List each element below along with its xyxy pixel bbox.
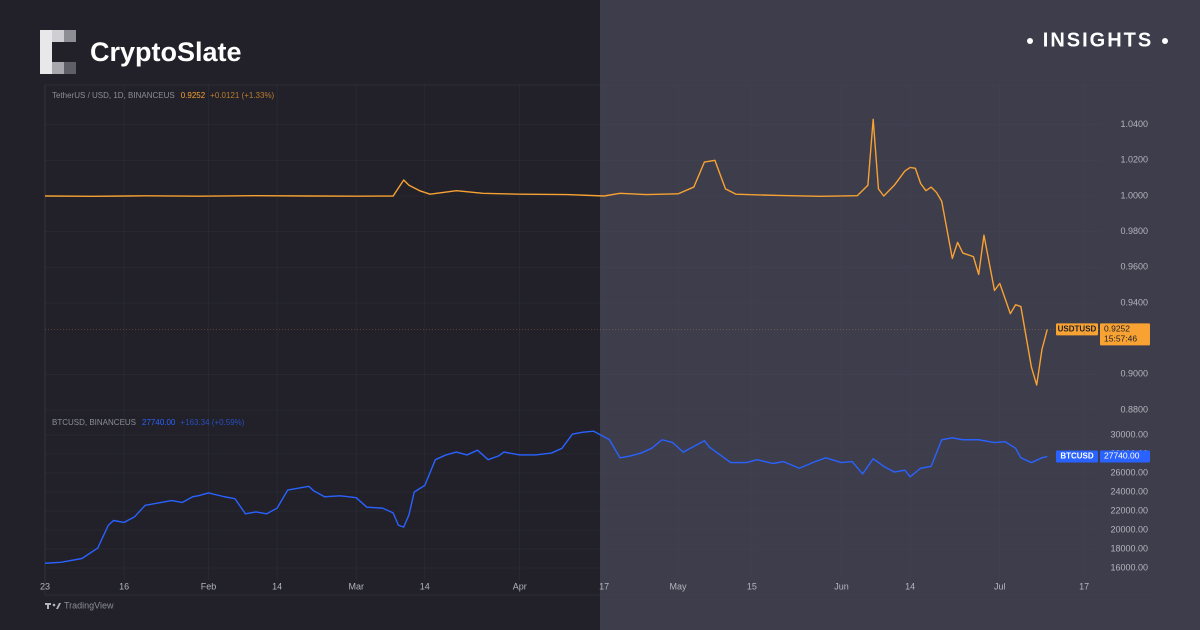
price-tag [1100, 450, 1150, 463]
y-tick-label: 26000.00 [1110, 467, 1148, 477]
background-left [0, 0, 600, 630]
series-tag-label: BTCUSD [1060, 452, 1094, 461]
pane-legend: BTCUSD, BINANCEUS 27740.00 +163.34 (+0.59%… [52, 418, 245, 427]
series-line [44, 430, 1048, 564]
badge-dot [1027, 38, 1033, 44]
series-tag [1056, 323, 1098, 336]
logo-block [64, 62, 76, 74]
x-tick-label: May [669, 581, 687, 591]
y-tick-label: 24000.00 [1110, 486, 1148, 496]
x-tick-label: 16 [119, 581, 129, 591]
plot-frame [44, 84, 1156, 596]
y-tick-label: 18000.00 [1110, 543, 1148, 553]
brand: CryptoSlate [90, 37, 242, 67]
y-tick-label: 1.0400 [1120, 119, 1148, 129]
pane-legend: TetherUS / USD, 1D, BINANCEUS 0.9252 +0.01… [52, 91, 275, 100]
y-tick-label: 20000.00 [1110, 524, 1148, 534]
footer-icon [47, 603, 49, 609]
x-tick-label: Feb [201, 581, 217, 591]
footer-icon [52, 603, 56, 607]
logo-block [64, 30, 76, 42]
y-tick-label: 30000.00 [1110, 429, 1148, 439]
pane-change: +0.0121 (+1.33%) [210, 91, 274, 100]
pane-subtitle: BTCUSD, BINANCEUS [52, 418, 136, 427]
badge: INSIGHTS [1043, 29, 1153, 51]
x-tick-label: 15 [747, 581, 757, 591]
series-tag [1056, 450, 1098, 463]
logo-block [40, 30, 52, 74]
price-tag-time: 15:57:46 [1104, 334, 1137, 344]
y-tick-label: 0.8800 [1120, 404, 1148, 414]
x-tick-label: 14 [420, 581, 430, 591]
y-tick-label: 1.0000 [1120, 190, 1148, 200]
footer: TradingView [64, 600, 114, 610]
pane-change: +163.34 (+0.59%) [180, 418, 244, 427]
y-tick-label: 1.0200 [1120, 155, 1148, 165]
y-tick-label: 16000.00 [1110, 562, 1148, 572]
y-tick-label: 22000.00 [1110, 505, 1148, 515]
y-tick-label: 0.9000 [1120, 369, 1148, 379]
pane-subtitle: TetherUS / USD, 1D, BINANCEUS [52, 91, 175, 100]
series-tag-label: USDTUSD [1058, 325, 1097, 334]
y-tick-label: 0.9800 [1120, 226, 1148, 236]
price-tag-value: 27740.00 [1104, 451, 1140, 461]
x-tick-label: Mar [348, 581, 364, 591]
logo [40, 30, 76, 74]
x-tick-label: 23 [40, 581, 50, 591]
x-tick-label: Jul [994, 581, 1006, 591]
x-tick-label: 14 [272, 581, 282, 591]
logo-block [52, 62, 64, 74]
badge-dot [1162, 38, 1168, 44]
y-tick-label: 0.9600 [1120, 262, 1148, 272]
pane-last-value: 0.9252 [181, 91, 206, 100]
y-tick-label: 0.9400 [1120, 297, 1148, 307]
x-tick-label: 17 [1079, 581, 1089, 591]
x-tick-label: 17 [599, 581, 609, 591]
background-right [600, 0, 1200, 630]
price-tag [1100, 323, 1150, 346]
pane-last-value: 27740.00 [142, 418, 176, 427]
logo-block [52, 30, 64, 42]
x-tick-label: Apr [513, 581, 527, 591]
footer-icon [56, 603, 61, 609]
series-line [44, 118, 1048, 386]
x-tick-label: 14 [905, 581, 915, 591]
x-tick-label: Jun [834, 581, 849, 591]
price-tag-value: 0.9252 [1104, 324, 1130, 334]
footer-logo [45, 603, 61, 609]
